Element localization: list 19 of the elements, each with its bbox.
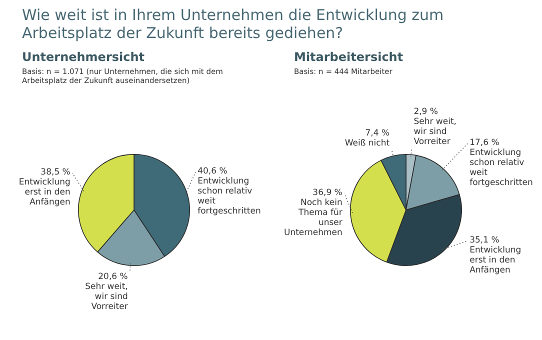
data-label: 35,1 % (470, 235, 500, 246)
data-label: 36,9 % (312, 188, 342, 198)
slice-label: Sehr weit, wir sind Vorreiter (414, 117, 456, 148)
data-label: 38,5 % (40, 168, 70, 178)
chart-title: Unternehmersicht (21, 50, 146, 64)
slice-label: Entwicklung erst in den Anfängen (18, 178, 70, 208)
slice-label: Entwicklung schon relativ weit fortgeschritten (198, 176, 261, 216)
slice-label: Entwicklung schon relativ weit fortgeschritten (470, 148, 533, 188)
data-label: 2,9 % (414, 107, 438, 118)
slice-label: Entwicklung erst in den Anfängen (470, 245, 522, 276)
data-label: 17,6 % (470, 138, 500, 148)
data-label: 40,6 % (198, 166, 228, 176)
data-label: 20,6 % (98, 272, 128, 282)
text: Wie weit ist in Ihrem Unternehmen die Entwicklung zum Arbeitsplatz der Zukunft bereits gediehen? (21, 5, 445, 44)
data-label: 7,4 % (365, 128, 390, 139)
chart-title: Mitarbeitersicht (293, 50, 404, 64)
slice-label: Sehr weit, wir sind Vorreiter (85, 282, 128, 312)
slice-label: Noch kein Thema für unser Unternehmen (284, 198, 343, 238)
slice-label: Weiß nicht (344, 138, 390, 149)
